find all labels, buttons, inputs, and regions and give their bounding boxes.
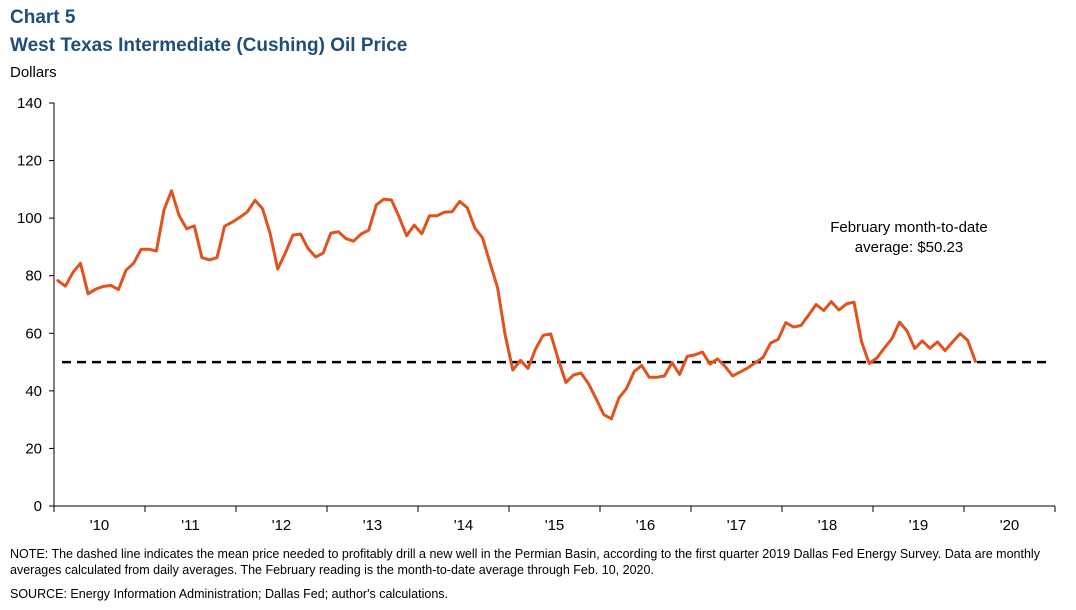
y-tick-label: 0: [34, 498, 42, 515]
line-chart: 0 20 40 60 80 100 120 140 '10 '11 '12 '13 '14 '15 '16 '…: [17, 95, 1056, 534]
y-tick-label: 40: [25, 383, 42, 400]
source-note: SOURCE: Energy Information Administratio…: [10, 587, 448, 601]
x-tick-label: '16: [636, 517, 656, 534]
x-tick-label: '18: [818, 517, 838, 534]
x-tick-label: '14: [454, 517, 474, 534]
x-tick-label: '20: [1000, 517, 1020, 534]
x-tick-label: '17: [727, 517, 747, 534]
x-tick-label: '19: [909, 517, 929, 534]
chart-title: West Texas Intermediate (Cushing) Oil Pr…: [10, 35, 408, 56]
y-tick-label: 20: [25, 440, 42, 457]
y-tick-label: 60: [25, 325, 42, 342]
x-tick-label: '13: [363, 517, 383, 534]
series-line: [56, 189, 977, 421]
annotation-line-1: February month-to-date: [830, 219, 988, 236]
chart-number: Chart 5: [10, 7, 76, 28]
y-axis-label: Dollars: [10, 64, 57, 81]
annotation-line-2: average: $50.23: [855, 239, 963, 256]
footnote: NOTE: The dashed line indicates the mean…: [10, 547, 1040, 577]
y-tick-label: 140: [17, 95, 42, 112]
x-tick-label: '10: [90, 517, 110, 534]
y-tick-label: 120: [17, 153, 42, 170]
y-tick-label: 100: [17, 210, 42, 227]
x-tick-label: '11: [181, 517, 199, 534]
x-tick-label: '12: [272, 517, 292, 534]
y-tick-label: 80: [25, 268, 42, 285]
x-tick-label: '15: [545, 517, 565, 534]
